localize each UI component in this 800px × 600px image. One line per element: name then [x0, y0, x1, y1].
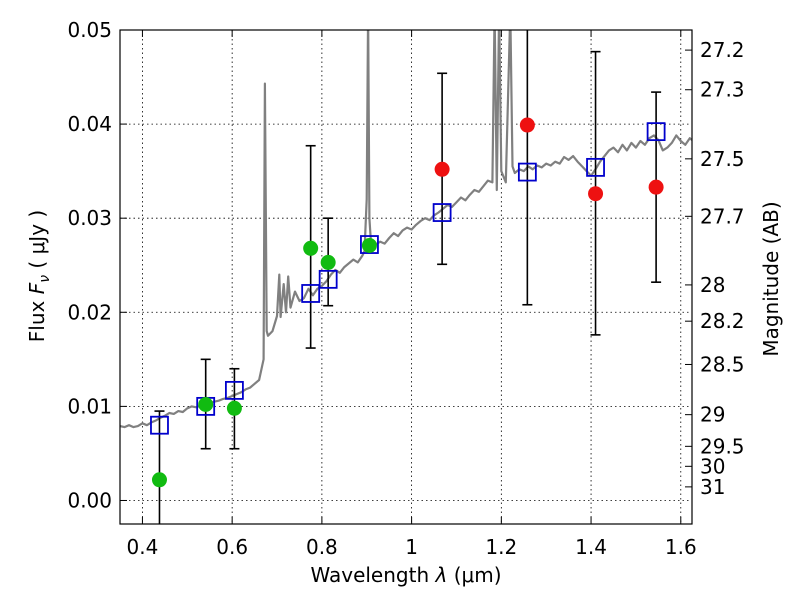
mag-tick-label: 31 [700, 475, 725, 499]
y-tick-label: 0.04 [67, 112, 112, 136]
x-tick-label: 0.8 [306, 535, 338, 559]
mag-tick-label: 27.5 [700, 147, 745, 171]
y-tick-label: 0.03 [67, 206, 112, 230]
mag-tick-label: 28 [700, 273, 725, 297]
mag-tick-label: 28.2 [700, 309, 745, 333]
x-tick-label: 1 [405, 535, 418, 559]
green-data-point [198, 396, 214, 412]
green-data-point [226, 400, 242, 416]
y-tick-label: 0.00 [67, 488, 112, 512]
green-data-point [303, 240, 319, 256]
y-tick-label: 0.05 [67, 18, 112, 42]
model-square-marker [318, 269, 338, 289]
red-data-point [519, 117, 535, 133]
mag-tick-label: 27.2 [700, 38, 745, 62]
errorbar-layer [154, 30, 662, 524]
mag-tick-label: 27.3 [700, 78, 745, 102]
green-data-point [361, 237, 377, 253]
y2-axis-label: Magnitude (AB) [759, 201, 783, 356]
model-square-marker [646, 122, 666, 142]
y-axis-label: Flux Fν ( μJy ) [25, 210, 53, 342]
point-layer [151, 117, 664, 488]
model-square-marker [301, 284, 321, 303]
model-square-marker [150, 415, 169, 435]
x-axis-label: Wavelength λ (μm) [310, 563, 501, 587]
mag-tick-label: 28.5 [700, 352, 745, 376]
plot-frame [119, 29, 693, 525]
y-tick-label: 0.01 [67, 394, 112, 418]
model-square-layer [150, 122, 666, 435]
grid [120, 29, 692, 524]
x-tick-label: 1.6 [665, 535, 697, 559]
model-square-marker [224, 380, 244, 400]
x-tick-label: 0.4 [127, 535, 159, 559]
tick-layer: 0.4 0.6 0.8 1 1.2 1.4 1.6 0.00 0.01 0.02 0.03 0.04 0… [67, 18, 744, 559]
green-data-point [151, 472, 167, 488]
mag-tick-label: 30 [700, 454, 725, 478]
model-square-marker [432, 203, 452, 222]
x-tick-label: 1.2 [485, 535, 517, 559]
x-tick-label: 1.4 [575, 535, 607, 559]
mag-tick-label: 29.5 [700, 434, 745, 458]
green-data-point [320, 254, 336, 270]
red-data-point [648, 179, 664, 195]
mag-tick-label: 29 [700, 403, 725, 427]
model-square-marker [517, 162, 537, 182]
model-square-marker [360, 235, 379, 254]
model-square-marker [586, 157, 605, 177]
mag-tick-label: 27.7 [700, 204, 745, 228]
y-tick-label: 0.02 [67, 300, 112, 324]
x-tick-label: 0.6 [216, 535, 248, 559]
red-data-point [434, 161, 450, 177]
red-data-point [588, 186, 604, 202]
